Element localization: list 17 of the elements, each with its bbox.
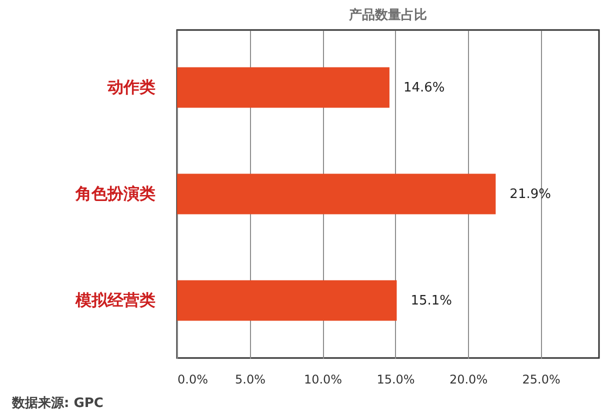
data-label: 14.6% bbox=[403, 80, 445, 96]
y-tick-label: 角色扮演类 bbox=[74, 184, 156, 203]
y-tick-label: 动作类 bbox=[106, 78, 156, 97]
x-tick-label: 25.0% bbox=[522, 372, 560, 386]
y-tick-label: 模拟经营类 bbox=[74, 290, 156, 310]
chart-title: 产品数量占比 bbox=[348, 7, 427, 23]
x-tick-label: 5.0% bbox=[235, 372, 266, 386]
x-tick-label: 0.0% bbox=[178, 372, 208, 386]
x-tick-label: 15.0% bbox=[376, 372, 415, 386]
x-tick-label: 10.0% bbox=[304, 372, 342, 386]
bar bbox=[177, 67, 390, 108]
x-tick-label: 20.0% bbox=[449, 372, 488, 386]
data-label: 15.1% bbox=[410, 293, 452, 308]
bar bbox=[177, 280, 397, 321]
bar bbox=[177, 174, 496, 214]
data-label: 21.9% bbox=[510, 187, 551, 202]
source-note: 数据来源: GPC bbox=[11, 396, 104, 411]
